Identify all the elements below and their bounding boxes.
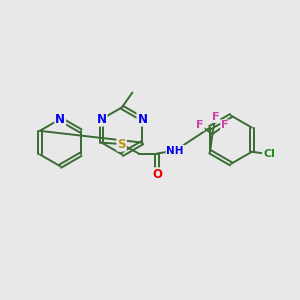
Text: F: F — [221, 120, 229, 130]
Text: Cl: Cl — [263, 149, 275, 159]
Text: O: O — [152, 168, 162, 181]
Text: S: S — [117, 138, 126, 151]
Text: NH: NH — [167, 146, 184, 156]
Text: N: N — [97, 112, 106, 126]
Text: F: F — [212, 112, 219, 122]
Text: N: N — [55, 112, 65, 126]
Text: N: N — [137, 112, 147, 126]
Text: F: F — [196, 120, 204, 130]
